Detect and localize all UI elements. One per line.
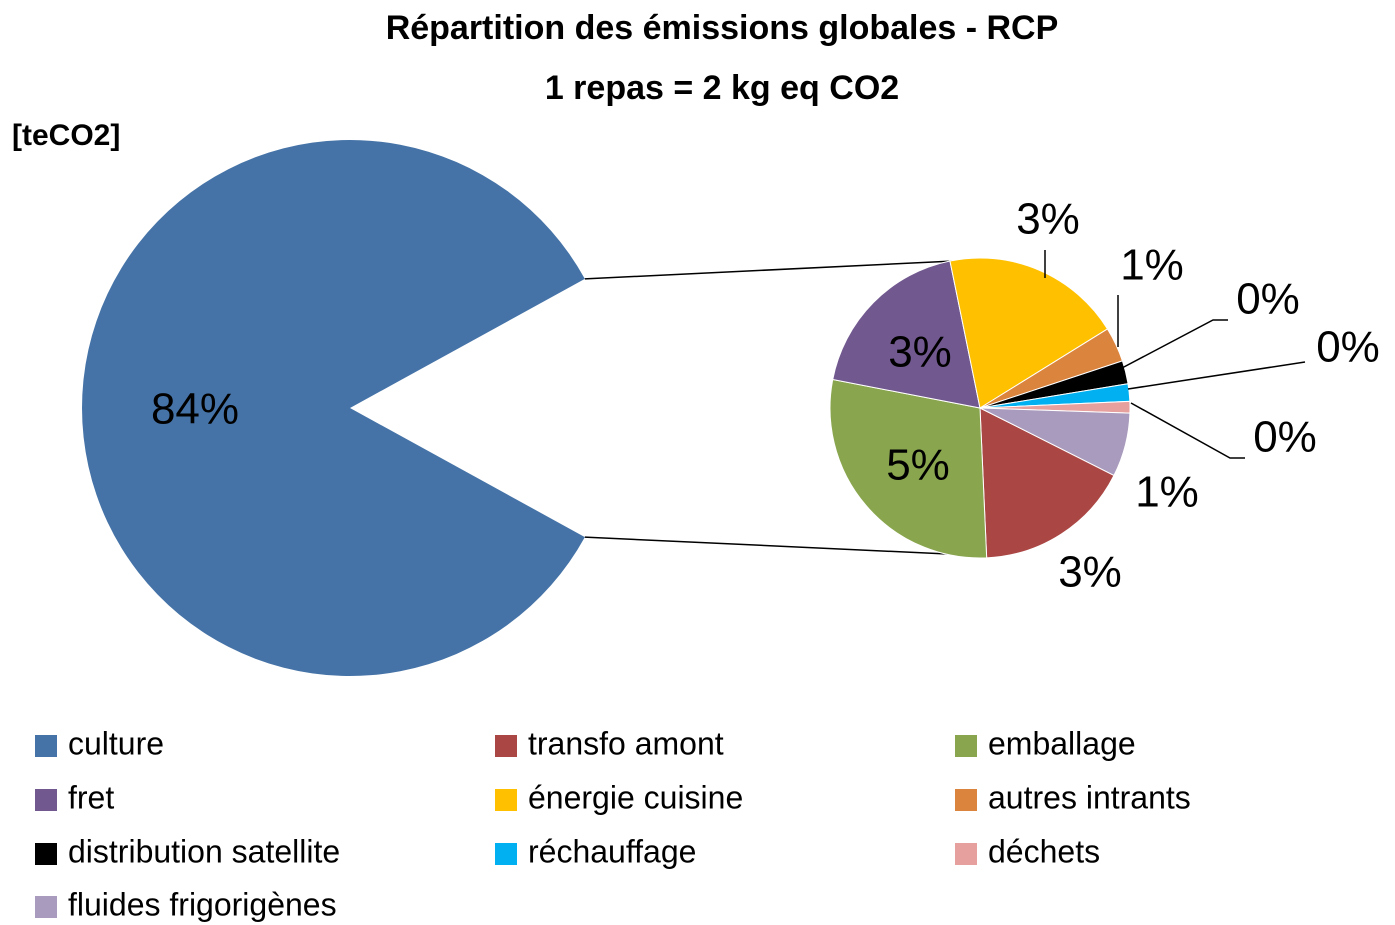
- legend-swatch: [35, 896, 57, 918]
- data-label: 84%: [151, 385, 239, 434]
- legend-label: fret: [68, 779, 114, 815]
- data-label: 0%: [1253, 413, 1317, 462]
- connector-line: [584, 536, 991, 557]
- leader-line: [1130, 402, 1245, 459]
- legend-label: culture: [68, 725, 164, 761]
- pie-slice: [979, 407, 1115, 559]
- pie-slice: [832, 260, 981, 409]
- data-label: 3%: [1058, 548, 1122, 597]
- data-label: 1%: [1135, 468, 1199, 517]
- legend-swatch: [35, 789, 57, 811]
- data-label: 3%: [888, 328, 952, 377]
- pie-slice: [82, 140, 585, 677]
- legend-swatch: [495, 735, 517, 757]
- data-label: 0%: [1236, 275, 1300, 324]
- legend-swatch: [955, 843, 977, 865]
- pie-slice: [979, 407, 1131, 477]
- data-label: 1%: [1120, 241, 1184, 290]
- legend-label: autres intrants: [988, 779, 1191, 815]
- leader-line: [1127, 361, 1306, 390]
- pie-slice: [949, 257, 1109, 409]
- data-label: 5%: [886, 441, 950, 490]
- data-label: 3%: [1016, 195, 1080, 244]
- leader-line: [1121, 319, 1228, 369]
- legend-swatch: [35, 735, 57, 757]
- legend-swatch: [955, 789, 977, 811]
- legend-label: énergie cuisine: [528, 779, 743, 815]
- pie-slice: [829, 378, 988, 559]
- legend-label: emballage: [988, 725, 1136, 761]
- unit-label: [teCO2]: [12, 119, 120, 152]
- legend-label: transfo amont: [528, 725, 724, 761]
- legend-label: distribution satellite: [68, 833, 340, 869]
- data-label: 0%: [1316, 323, 1380, 372]
- legend-swatch: [495, 789, 517, 811]
- legend-swatch: [495, 843, 517, 865]
- connector-line: [584, 259, 976, 280]
- chart-title: Répartition des émissions globales - RCP: [386, 9, 1059, 47]
- legend-label: déchets: [988, 833, 1100, 869]
- legend-label: fluides frigorigènes: [68, 886, 337, 922]
- legend-swatch: [955, 735, 977, 757]
- legend-label: réchauffage: [528, 833, 696, 869]
- legend-swatch: [35, 843, 57, 865]
- chart-subtitle: 1 repas = 2 kg eq CO2: [545, 69, 899, 107]
